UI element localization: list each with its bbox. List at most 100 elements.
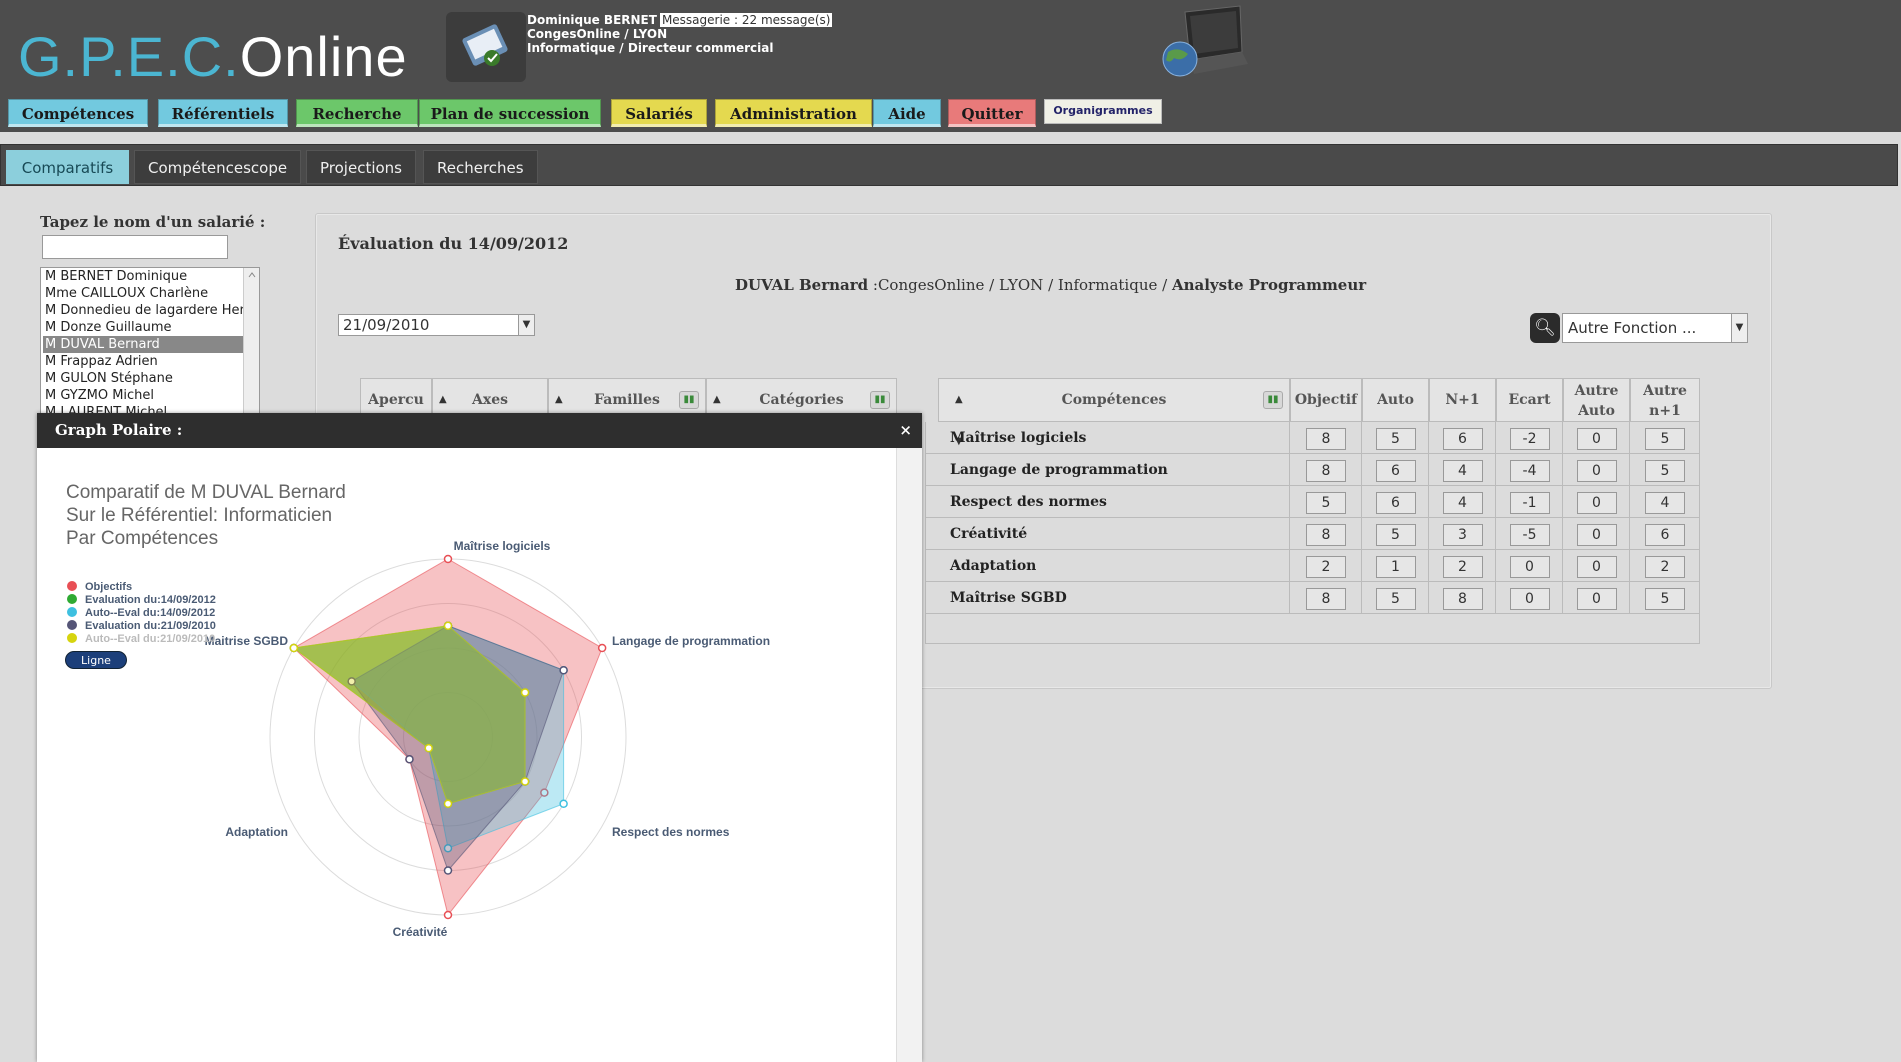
value-auto[interactable]: 5	[1375, 428, 1416, 450]
employee-item[interactable]: M GYZMO Michel	[45, 388, 155, 403]
value-auto[interactable]: 6	[1375, 460, 1416, 482]
value-objectif[interactable]: 8	[1306, 428, 1346, 450]
bar-chart-icon[interactable]: ▮▮	[1263, 391, 1283, 409]
value-objectif[interactable]: 2	[1306, 556, 1346, 578]
nav-recherche[interactable]: Recherche	[296, 99, 418, 127]
nav-competences[interactable]: Compétences	[8, 99, 148, 127]
table-row: Maîtrise SGBD 8 5 8 0 0 5	[925, 582, 1700, 614]
date-select[interactable]: 21/09/2010 ▼	[338, 314, 535, 336]
value-objectif[interactable]: 8	[1306, 588, 1346, 610]
polar-series-point	[443, 844, 453, 853]
polar-series-point	[443, 621, 453, 630]
value-objectif[interactable]: 8	[1306, 460, 1346, 482]
value-ecart[interactable]: -5	[1509, 524, 1550, 546]
value-objectif[interactable]: 8	[1306, 524, 1346, 546]
bar-chart-icon[interactable]: ▮▮	[870, 391, 890, 409]
value-n1[interactable]: 8	[1442, 588, 1483, 610]
employee-item[interactable]: M BERNET Dominique	[45, 269, 188, 284]
value-n1[interactable]: 3	[1442, 524, 1483, 546]
value-auto[interactable]: 5	[1375, 588, 1416, 610]
employee-item[interactable]: M Donnedieu de lagardere Her	[45, 303, 243, 318]
ligne-button[interactable]: Ligne	[65, 651, 127, 669]
value-autre_n1[interactable]: 5	[1645, 460, 1685, 482]
cell-objectif: 5	[1290, 486, 1362, 518]
modal-scroll-area[interactable]	[897, 448, 922, 1062]
nav-referentiels[interactable]: Référentiels	[158, 99, 288, 127]
user-info: Dominique BERNET Messagerie : 22 message(…	[527, 13, 833, 55]
cell-n1: 4	[1429, 454, 1496, 486]
employee-item[interactable]: M Frappaz Adrien	[45, 354, 158, 369]
table-row: Créativité 8 5 3 -5 0 6	[925, 518, 1700, 550]
value-autre_auto[interactable]: 0	[1576, 524, 1617, 546]
value-autre_auto[interactable]: 0	[1576, 428, 1617, 450]
cell-auto: 5	[1362, 422, 1429, 454]
legend-dot-icon	[67, 594, 77, 604]
employee-item[interactable]: M Donze Guillaume	[45, 320, 172, 335]
col-autre-n1[interactable]: Autre n+1	[1630, 378, 1700, 422]
value-objectif[interactable]: 5	[1306, 492, 1346, 514]
nav-plan-de-succession[interactable]: Plan de succession	[419, 99, 601, 127]
employee-item[interactable]: M GULON Stéphane	[45, 371, 173, 386]
employee-search-input[interactable]	[42, 235, 228, 259]
col-n1[interactable]: N+1	[1429, 378, 1496, 422]
value-n1[interactable]: 4	[1442, 460, 1483, 482]
legend-item[interactable]: Auto--Eval du:21/09/2010	[67, 633, 216, 646]
value-n1[interactable]: 6	[1442, 428, 1483, 450]
col-objectif[interactable]: Objectif	[1290, 378, 1362, 422]
tab-comparatifs[interactable]: Comparatifs	[6, 150, 129, 184]
nav-salaries[interactable]: Salariés	[611, 99, 707, 127]
close-icon[interactable]: ×	[899, 421, 912, 439]
col-ecart[interactable]: Ecart	[1496, 378, 1563, 422]
value-auto[interactable]: 5	[1375, 524, 1416, 546]
function-select[interactable]: Autre Fonction ... ▼	[1562, 313, 1748, 343]
user-name: Dominique BERNET	[527, 13, 657, 27]
value-autre_auto[interactable]: 0	[1576, 492, 1617, 514]
col-auto[interactable]: Auto	[1362, 378, 1429, 422]
tab-recherches[interactable]: Recherches	[423, 150, 538, 184]
legend-dot-icon	[67, 607, 77, 617]
nav-quitter[interactable]: Quitter	[948, 99, 1036, 127]
value-autre_n1[interactable]: 6	[1645, 524, 1685, 546]
bar-chart-icon[interactable]: ▮▮	[679, 391, 699, 409]
value-autre_auto[interactable]: 0	[1576, 588, 1617, 610]
value-ecart[interactable]: -1	[1509, 492, 1550, 514]
cell-ecart: 0	[1496, 550, 1563, 582]
value-auto[interactable]: 6	[1375, 492, 1416, 514]
value-autre_n1[interactable]: 5	[1645, 428, 1685, 450]
employee-list-scrollbar[interactable]	[243, 268, 259, 420]
value-n1[interactable]: 4	[1442, 492, 1483, 514]
tab-projections[interactable]: Projections	[306, 150, 416, 184]
nav-aide[interactable]: Aide	[873, 99, 941, 127]
value-ecart[interactable]: 0	[1509, 556, 1550, 578]
polar-series-point	[520, 688, 530, 697]
app-logo: G.P.E.C.Online	[18, 25, 408, 88]
value-autre_n1[interactable]: 2	[1645, 556, 1685, 578]
legend-item[interactable]: Evaluation du:14/09/2012	[67, 594, 216, 607]
col-autre-auto[interactable]: Autre Auto	[1563, 378, 1630, 422]
search-button[interactable]: 🔍︎	[1530, 313, 1560, 343]
value-ecart[interactable]: 0	[1509, 588, 1550, 610]
modal-title: Graph Polaire :	[55, 421, 183, 439]
tab-competencescope[interactable]: Compétencescope	[134, 150, 302, 184]
value-n1[interactable]: 2	[1442, 556, 1483, 578]
legend-item[interactable]: Objectifs	[67, 581, 216, 594]
legend-item[interactable]: Evaluation du:21/09/2010	[67, 620, 216, 633]
employee-org: :CongesOnline / LYON / Informatique /	[868, 276, 1172, 294]
messages-link[interactable]: Messagerie : 22 message(s)	[659, 13, 833, 27]
value-autre_auto[interactable]: 0	[1576, 556, 1617, 578]
cell-objectif: 8	[1290, 518, 1362, 550]
value-autre_n1[interactable]: 5	[1645, 588, 1685, 610]
nav-organigrammes[interactable]: Organigrammes	[1044, 99, 1162, 124]
polar-series-point	[443, 554, 453, 564]
col-competences[interactable]: ▲ ▼ Compétences ▮▮	[938, 378, 1290, 447]
value-autre_auto[interactable]: 0	[1576, 460, 1617, 482]
employee-item-selected[interactable]: M DUVAL Bernard	[43, 336, 243, 353]
legend-item[interactable]: Auto--Eval du:14/09/2012	[67, 607, 216, 620]
value-ecart[interactable]: -4	[1509, 460, 1550, 482]
employee-item[interactable]: Mme CAILLOUX Charlène	[45, 286, 209, 301]
cell-autre_auto: 0	[1563, 582, 1630, 614]
value-ecart[interactable]: -2	[1509, 428, 1550, 450]
value-auto[interactable]: 1	[1375, 556, 1416, 578]
value-autre_n1[interactable]: 4	[1645, 492, 1685, 514]
nav-administration[interactable]: Administration	[715, 99, 872, 127]
